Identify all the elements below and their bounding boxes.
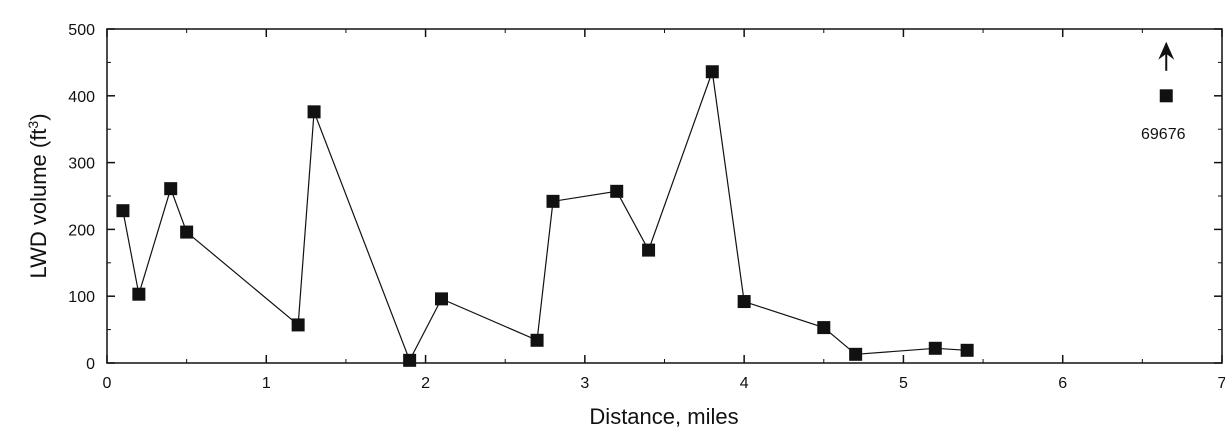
x-tick-label: 6 (1058, 375, 1067, 392)
data-point (928, 341, 942, 355)
data-point (291, 318, 305, 332)
y-tick-label: 500 (68, 22, 95, 39)
y-tick-label: 400 (68, 89, 95, 106)
data-point (116, 204, 130, 218)
data-point (705, 65, 719, 79)
data-point (164, 182, 178, 196)
outlier-label: 69676 (1141, 126, 1186, 143)
y-tick-label: 0 (86, 356, 95, 373)
y-tick-label: 200 (68, 222, 95, 239)
x-tick-label: 0 (103, 375, 112, 392)
data-point (610, 184, 624, 198)
outlier-annotation: 69676 (1141, 41, 1186, 143)
y-axis-title-close: ) (26, 113, 51, 120)
data-point (307, 105, 321, 119)
data-point (403, 353, 417, 367)
data-point (435, 292, 448, 306)
tick-labels: 0 1 2 3 4 5 6 7 0 100 200 300 400 500 (68, 22, 1225, 392)
arrow-up-head-icon (1158, 41, 1175, 60)
x-axis-title: Distance, miles (589, 404, 738, 429)
x-tick-label: 3 (580, 375, 589, 392)
x-tick-label: 5 (899, 375, 908, 392)
series-line (122, 71, 968, 362)
data-point (737, 295, 751, 309)
data-point (817, 321, 831, 335)
axis-ticks (106, 28, 1223, 364)
y-tick-label: 300 (68, 156, 95, 173)
data-point (546, 194, 560, 208)
data-point (642, 243, 656, 257)
y-axis-title-main: LWD volume (ft (26, 129, 51, 279)
data-point (132, 287, 146, 301)
data-point (180, 225, 194, 239)
y-axis-title: LWD volume (ft3) (25, 113, 51, 278)
data-point (960, 343, 974, 357)
data-point (849, 347, 863, 361)
plot-frame (106, 28, 1223, 364)
y-axis-title-sup: 3 (25, 121, 41, 129)
outlier-point (1159, 89, 1173, 103)
data-markers (116, 65, 974, 367)
y-tick-label: 100 (68, 289, 95, 306)
x-tick-label: 1 (262, 375, 271, 392)
x-tick-label: 2 (421, 375, 430, 392)
x-tick-label: 4 (740, 375, 749, 392)
data-point (530, 333, 544, 347)
x-tick-label: 7 (1218, 375, 1225, 392)
